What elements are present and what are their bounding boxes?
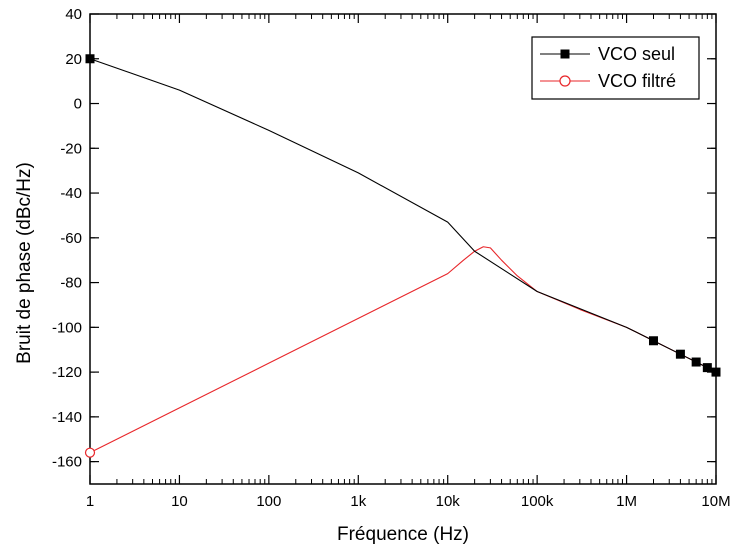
data-point-square [85,54,95,64]
x-tick-label: 1 [86,493,94,510]
axis-ticks [89,13,717,484]
legend: VCO seul VCO filtré [531,36,700,100]
axis-tick-labels: 1 10 100 1k 10k 100k 1M 10M 40 20 0 -20 -40 -60 -80 -10… [52,6,731,510]
y-tick-label: 0 [74,96,82,113]
x-axis-title: Fréquence (Hz) [337,524,469,545]
y-tick-label: 40 [65,6,82,23]
data-point-circle [84,447,96,458]
plot-border [89,13,717,485]
y-tick-label: 20 [65,51,82,68]
x-tick-label: 10 [171,493,188,510]
data-point-square [648,336,658,346]
y-tick-label: -120 [52,364,82,381]
y-tick-label: -160 [52,454,82,471]
x-tick-label: 100k [521,493,554,510]
x-tick-label: 10M [701,493,730,510]
data-point-square [691,357,701,367]
legend-label: VCO seul [598,44,675,64]
x-tick-label: 10k [436,493,461,510]
series-line-0 [89,58,717,373]
y-tick-label: -80 [60,275,82,292]
legend-box [531,36,700,100]
legend-marker-square [560,49,570,59]
x-tick-label: 1k [350,493,366,510]
x-tick-label: 1M [616,493,637,510]
y-tick-label: -20 [60,140,82,157]
y-tick-label: -40 [60,185,82,202]
y-tick-label: -100 [52,319,82,336]
y-tick-label: -60 [60,230,82,247]
x-tick-label: 100 [256,493,281,510]
legend-marker-circle [559,75,571,87]
y-axis-title: Bruit de phase (dBc/Hz) [14,162,35,364]
series-line-1 [89,246,717,454]
data-point-square [711,367,721,377]
data-point-square [675,349,685,359]
data-series [84,54,721,458]
plot-frame [89,13,717,485]
legend-label: VCO filtré [598,71,676,91]
data-point-square [702,363,712,373]
y-tick-label: -140 [52,409,82,426]
